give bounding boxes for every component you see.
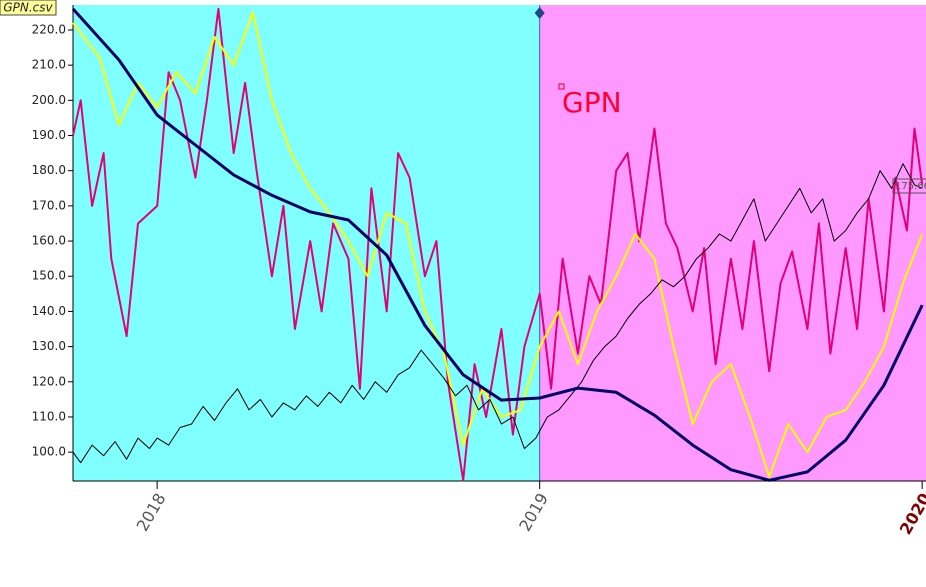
y-tick-label: 110.0 bbox=[32, 409, 66, 423]
shaded-region bbox=[73, 5, 540, 481]
y-tick-label: 220.0 bbox=[32, 22, 66, 36]
series-line bbox=[72, 11, 924, 478]
series-line bbox=[72, 163, 923, 464]
y-tick-label: 150.0 bbox=[32, 269, 66, 283]
series-line bbox=[72, 7, 924, 482]
y-tick-label: 200.0 bbox=[32, 93, 66, 107]
y-tick-label: 160.0 bbox=[32, 234, 66, 248]
shaded-region bbox=[539, 5, 926, 481]
title-marker bbox=[558, 83, 565, 90]
y-tick-label: 120.0 bbox=[32, 374, 66, 388]
x-tick-label: 2020 bbox=[896, 490, 926, 538]
y-tick-label: 100.0 bbox=[32, 445, 66, 459]
y-tick-label: 130.0 bbox=[32, 339, 66, 353]
y-tick-label: 210.0 bbox=[32, 58, 66, 72]
last-label-box bbox=[892, 178, 926, 194]
series-line bbox=[71, 7, 924, 482]
chart-title: GPN bbox=[562, 86, 622, 119]
file-label: GPN.csv bbox=[3, 1, 53, 15]
divider-marker bbox=[534, 7, 545, 19]
y-tick-label: 190.0 bbox=[32, 128, 66, 142]
y-tick-label: 170.0 bbox=[32, 198, 66, 212]
x-tick-label: 2019 bbox=[515, 490, 552, 535]
x-tick-label: 2018 bbox=[133, 490, 170, 535]
y-tick-label: 140.0 bbox=[32, 304, 66, 318]
file-label-box bbox=[0, 0, 57, 16]
y-tick-label: 180.0 bbox=[32, 163, 66, 177]
last-label: 175.66 bbox=[895, 181, 926, 192]
